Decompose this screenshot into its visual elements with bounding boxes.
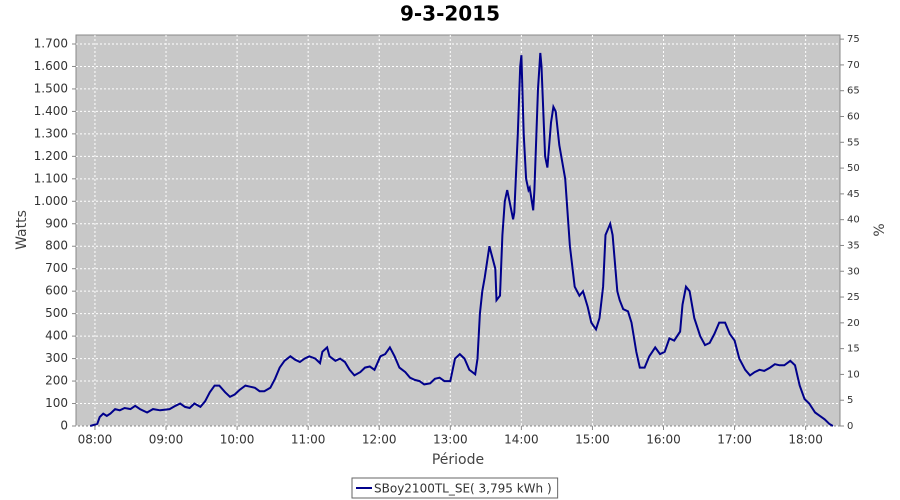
- x-tick-label: 14:00: [504, 433, 539, 447]
- marks: 01002003004005006007008009001.0001.1001.…: [34, 34, 860, 499]
- y2-tick-label: 60: [847, 112, 860, 123]
- legend-box: [351, 477, 559, 499]
- y-tick-label: 1.100: [34, 171, 68, 185]
- x-tick-label: 18:00: [788, 433, 823, 447]
- x-tick-label: 10:00: [220, 433, 255, 447]
- y2-tick-label: 45: [847, 189, 860, 200]
- y2-tick-label: 65: [847, 86, 860, 97]
- y2-tick-label: 30: [847, 266, 860, 277]
- y-tick-label: 0: [60, 419, 68, 433]
- x-tick-label: 11:00: [291, 433, 326, 447]
- x-tick-label: 12:00: [362, 433, 397, 447]
- y-tick-label: 300: [45, 351, 68, 365]
- x-tick-label: 08:00: [78, 433, 113, 447]
- y-axis-title: Watts: [14, 210, 30, 250]
- y-tick-label: 500: [45, 306, 68, 320]
- data-line: [89, 52, 834, 427]
- x-tick-label: 09:00: [149, 433, 184, 447]
- y-tick-label: 700: [45, 261, 68, 275]
- y2-tick-label: 15: [847, 344, 860, 355]
- y2-tick-label: 10: [847, 369, 860, 380]
- y2-tick-label: 50: [847, 163, 860, 174]
- x-tick-label: 17:00: [717, 433, 752, 447]
- y-tick-label: 1.000: [34, 194, 68, 208]
- y2-tick-label: 25: [847, 292, 860, 303]
- y-tick-label: 1.600: [34, 59, 68, 73]
- y-tick-label: 1.400: [34, 104, 68, 118]
- y-tick-label: 1.700: [34, 36, 68, 50]
- x-axis-title: Période: [432, 452, 484, 468]
- y2-tick-label: 75: [847, 34, 860, 45]
- y-tick-label: 100: [45, 396, 68, 410]
- y-tick-label: 200: [45, 374, 68, 388]
- y-tick-label: 800: [45, 239, 68, 253]
- y2-axis-title: %: [872, 223, 888, 236]
- y-tick-label: 1.200: [34, 149, 68, 163]
- y2-tick-label: 35: [847, 240, 860, 251]
- x-tick-label: 15:00: [575, 433, 610, 447]
- y2-tick-label: 70: [847, 60, 860, 71]
- y2-tick-label: 20: [847, 318, 860, 329]
- x-tick-label: 13:00: [433, 433, 468, 447]
- y-tick-label: 400: [45, 329, 68, 343]
- plot-area: [75, 34, 841, 427]
- y-tick-label: 1.500: [34, 81, 68, 95]
- y-tick-label: 600: [45, 284, 68, 298]
- y2-tick-label: 40: [847, 215, 860, 226]
- y-tick-label: 900: [45, 216, 68, 230]
- chart-title: 9-3-2015: [400, 2, 500, 26]
- y2-tick-label: 5: [847, 395, 853, 406]
- legend-label: SBoy2100TL_SE( 3,795 kWh ): [374, 482, 552, 496]
- y2-tick-label: 0: [847, 421, 853, 432]
- y-tick-label: 1.300: [34, 126, 68, 140]
- y2-tick-label: 55: [847, 137, 860, 148]
- legend: SBoy2100TL_SE( 3,795 kWh ): [351, 477, 559, 499]
- x-tick-label: 16:00: [646, 433, 681, 447]
